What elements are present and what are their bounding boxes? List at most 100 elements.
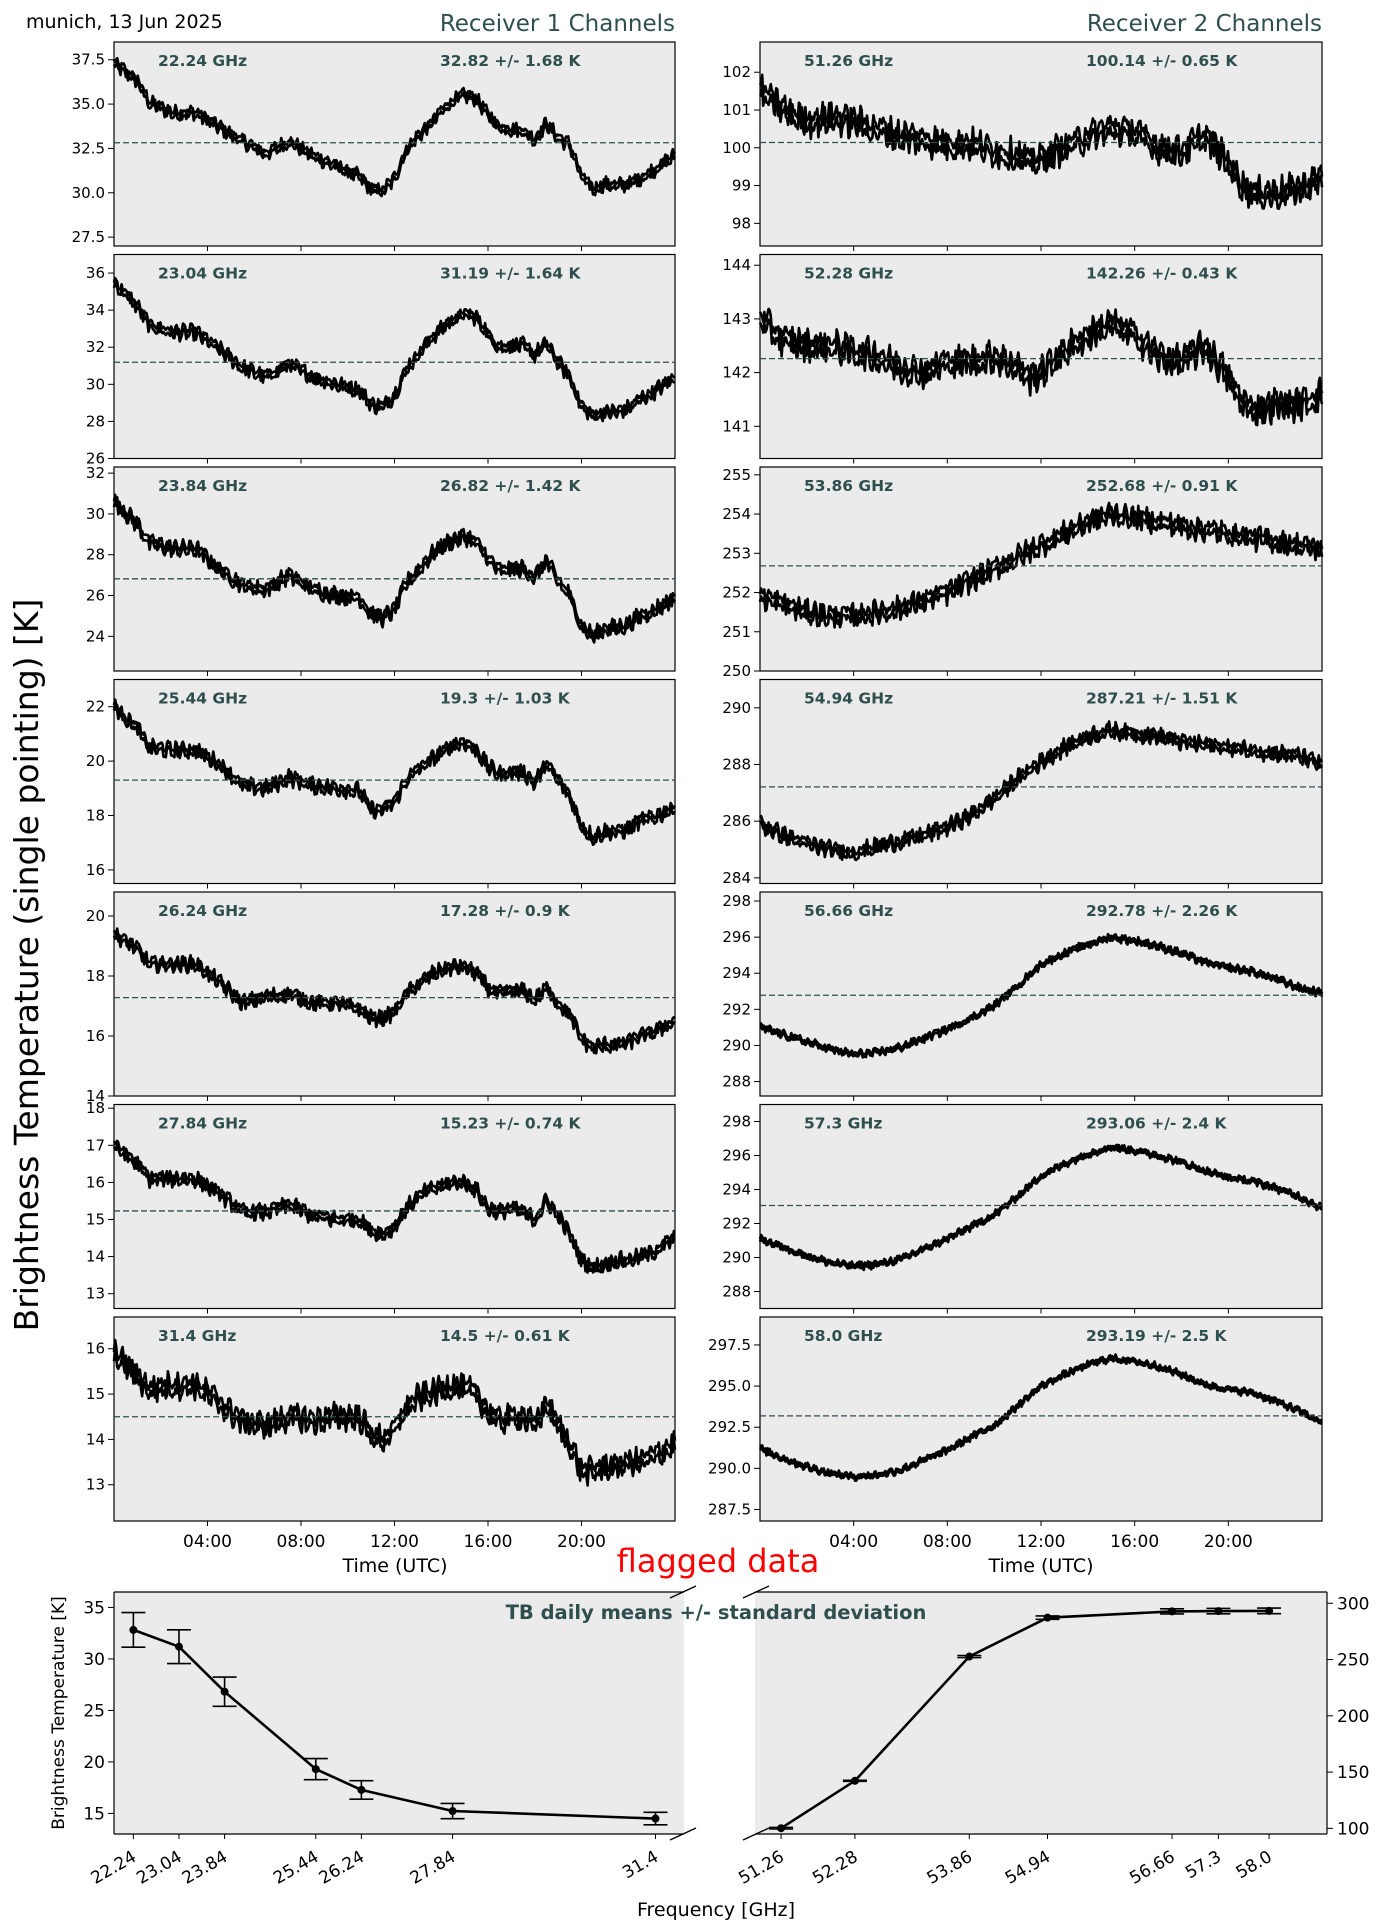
frequency-tick-label: 25.44 xyxy=(270,1847,322,1889)
y-tick-label: 32 xyxy=(86,464,105,482)
summary-left-y-tick-label: 25 xyxy=(83,1701,105,1721)
panel-background xyxy=(759,1316,1323,1522)
channel-stat-label: 32.82 +/- 1.68 K xyxy=(440,52,582,70)
receiver2-title: Receiver 2 Channels xyxy=(1087,11,1322,37)
y-tick-label: 30 xyxy=(86,505,105,523)
channel-panel: 26 28 30 32 34 36 23.04 GHz 31.19 +/- 1.64 K xyxy=(86,253,676,468)
mean-point xyxy=(220,1687,229,1696)
frequency-tick-label: 56.66 xyxy=(1126,1847,1178,1889)
summary-x-axis-title: Frequency [GHz] xyxy=(637,1899,795,1921)
y-tick-label: 255 xyxy=(722,466,751,484)
y-tick-label: 288 xyxy=(722,1283,751,1301)
mean-point xyxy=(777,1824,786,1833)
channel-frequency-label: 57.3 GHz xyxy=(804,1115,882,1133)
y-tick-label: 254 xyxy=(722,505,751,523)
time-tick-label: 20:00 xyxy=(557,1532,606,1552)
channel-panel: 141 142 143 144 52.28 GHz 142.26 +/- 0.43 K xyxy=(722,253,1324,464)
y-tick-label: 101 xyxy=(722,101,751,119)
time-tick-label: 04:00 xyxy=(183,1532,232,1552)
series-line xyxy=(759,720,1324,856)
y-tick-label: 16 xyxy=(86,1173,105,1191)
axis-break-marker xyxy=(742,1827,770,1841)
channel-stat-label: 15.23 +/- 0.74 K xyxy=(440,1115,582,1133)
y-tick-label: 286 xyxy=(722,812,751,830)
mean-point xyxy=(1043,1613,1052,1622)
y-tick-label: 251 xyxy=(722,623,751,641)
panel-background xyxy=(113,41,676,247)
time-tick-label: 20:00 xyxy=(1204,1532,1253,1552)
y-tick-label: 37.5 xyxy=(72,51,105,69)
frequency-tick-label: 23.04 xyxy=(133,1847,185,1889)
receiver1-title: Receiver 1 Channels xyxy=(440,11,675,37)
channel-stat-label: 100.14 +/- 0.65 K xyxy=(1086,52,1238,70)
time-tick-label: 16:00 xyxy=(1110,1532,1159,1552)
summary-right-background xyxy=(755,1592,1327,1834)
frequency-tick-label: 53.86 xyxy=(924,1847,976,1889)
axis-break-marker xyxy=(669,1585,697,1599)
y-tick-label: 144 xyxy=(722,256,751,274)
y-tick-label: 28 xyxy=(86,546,105,564)
series-line-spread xyxy=(112,1144,676,1274)
series-line-spread xyxy=(758,318,1324,427)
y-tick-label: 18 xyxy=(86,1099,105,1117)
channel-panel: 13 14 15 16 17 18 27.84 GHz 15.23 +/- 0.74 K xyxy=(86,1099,676,1314)
series-line xyxy=(759,932,1324,1056)
y-tick-label: 292.5 xyxy=(708,1418,751,1436)
channel-stat-label: 17.28 +/- 0.9 K xyxy=(440,902,571,920)
panel-background xyxy=(759,466,1323,672)
frequency-tick-label: 51.26 xyxy=(735,1847,787,1889)
y-tick-label: 30 xyxy=(86,375,105,393)
y-tick-label: 253 xyxy=(722,544,751,562)
y-tick-label: 298 xyxy=(722,1113,751,1131)
y-tick-label: 27.5 xyxy=(72,228,105,246)
channel-stat-label: 292.78 +/- 2.26 K xyxy=(1086,902,1238,920)
y-tick-label: 20 xyxy=(86,752,105,770)
y-tick-label: 17 xyxy=(86,1136,105,1154)
y-tick-label: 16 xyxy=(86,1340,105,1358)
series-line-spread xyxy=(112,499,677,644)
mean-point xyxy=(1265,1606,1274,1615)
channel-stat-label: 31.19 +/- 1.64 K xyxy=(440,265,582,283)
y-tick-label: 290.0 xyxy=(708,1459,751,1477)
y-tick-label: 14 xyxy=(86,1430,105,1448)
y-tick-label: 102 xyxy=(722,63,751,81)
time-tick-label: 04:00 xyxy=(829,1532,878,1552)
y-tick-label: 284 xyxy=(722,869,751,887)
y-tick-label: 15 xyxy=(86,1210,105,1228)
channel-frequency-label: 27.84 GHz xyxy=(158,1115,247,1133)
summary-left-y-tick-label: 35 xyxy=(83,1598,105,1618)
y-tick-label: 142 xyxy=(722,364,751,382)
channel-frequency-label: 51.26 GHz xyxy=(804,52,893,70)
y-tick-label: 26 xyxy=(86,587,105,605)
summary-right-y-tick-label: 250 xyxy=(1337,1651,1369,1671)
y-tick-label: 297.5 xyxy=(708,1336,751,1354)
y-tick-label: 32.5 xyxy=(72,139,105,157)
mean-point xyxy=(965,1652,974,1661)
series-line-spread xyxy=(758,1146,1323,1272)
summary-left-y-tick-label: 20 xyxy=(83,1753,105,1773)
y-tick-label: 287.5 xyxy=(708,1500,751,1518)
y-tick-label: 20 xyxy=(86,907,105,925)
summary-right-y-tick-label: 150 xyxy=(1337,1763,1369,1783)
y-tick-label: 13 xyxy=(86,1285,105,1303)
panel-background xyxy=(113,891,676,1097)
mean-point xyxy=(129,1625,138,1634)
channel-frequency-label: 22.24 GHz xyxy=(158,52,247,70)
channel-stat-label: 293.06 +/- 2.4 K xyxy=(1086,1115,1228,1133)
y-tick-label: 294 xyxy=(722,1181,751,1199)
frequency-tick-label: 22.24 xyxy=(88,1847,140,1889)
y-tick-label: 298 xyxy=(722,892,751,910)
time-tick-label: 16:00 xyxy=(464,1532,513,1552)
frequency-tick-label: 31.4 xyxy=(619,1847,662,1883)
y-tick-label: 18 xyxy=(86,967,105,985)
y-tick-label: 290 xyxy=(722,1036,751,1054)
y-tick-label: 36 xyxy=(86,264,105,282)
receiver1-x-axis-title: Time (UTC) xyxy=(341,1555,447,1577)
panel-background xyxy=(759,891,1323,1097)
channel-panel: 16 18 20 22 25.44 GHz 19.3 +/- 1.03 K xyxy=(86,678,677,889)
y-axis-title: Brightness Temperature (single pointing)… xyxy=(7,599,46,1332)
summary-left-y-tick-label: 30 xyxy=(83,1650,105,1670)
axis-break-marker xyxy=(742,1585,770,1599)
series-line-spread xyxy=(112,282,676,423)
series-line xyxy=(112,493,677,638)
